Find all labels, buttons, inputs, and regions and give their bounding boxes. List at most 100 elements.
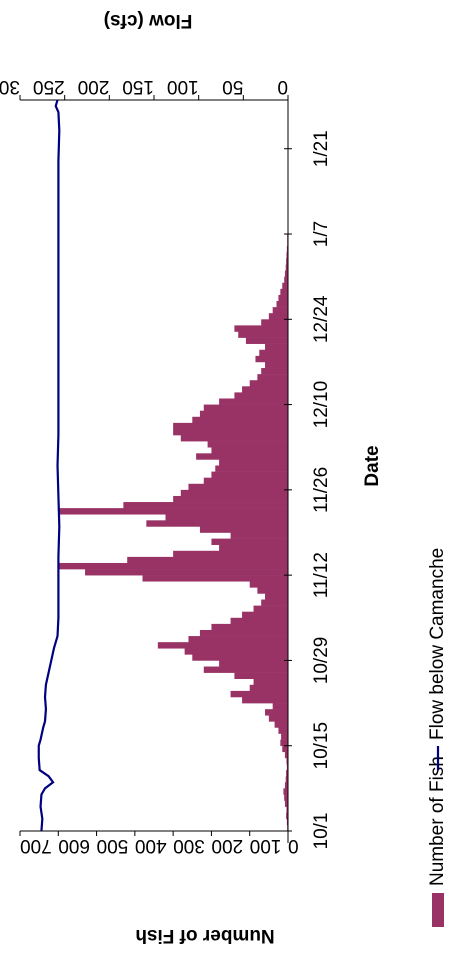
fish-bar — [286, 806, 288, 814]
right-axis-tick-label: 250 — [33, 76, 65, 97]
legend-swatch-fish — [432, 893, 444, 927]
fish-bar — [285, 776, 288, 783]
fish-bar — [211, 447, 288, 454]
fish-bar — [268, 313, 288, 320]
fish-bar — [146, 520, 288, 527]
fish-bar — [219, 459, 288, 466]
flow-line — [37, 99, 61, 832]
fish-bar — [211, 471, 288, 478]
fish-bar — [230, 532, 288, 539]
right-axis-title: Flow (cfs) — [104, 10, 193, 31]
fish-bar — [157, 642, 288, 649]
date-tick-label: 12/24 — [311, 295, 332, 343]
fish-bar — [196, 453, 288, 460]
fish-bar — [58, 508, 288, 515]
fish-bar — [249, 380, 288, 387]
fish-bar — [265, 593, 288, 600]
fish-bar — [211, 623, 288, 631]
fish-bar — [249, 581, 288, 588]
right-axis-tick-label: 50 — [222, 76, 243, 97]
left-axis-tick-label: 400 — [135, 835, 167, 856]
right-axis-tick-label: 300 — [0, 76, 20, 97]
fish-bar — [284, 270, 288, 277]
fish-bar — [286, 812, 288, 820]
fish-bar — [253, 678, 288, 686]
right-axis-tick-label: 0 — [277, 76, 288, 97]
fish-bar — [173, 422, 288, 430]
fish-bar — [282, 282, 288, 290]
right-axis-tick-label: 200 — [78, 76, 110, 97]
left-axis-title: Number of Fish — [135, 925, 274, 946]
date-tick-label: 11/26 — [311, 467, 332, 513]
fish-bar — [286, 763, 288, 771]
fish-bar — [142, 575, 288, 582]
fish-bar — [188, 636, 288, 643]
fish-bar — [173, 428, 288, 436]
fish-bar — [261, 368, 288, 375]
right-axis-tick-label: 150 — [122, 76, 154, 97]
fish-bar — [261, 319, 288, 326]
fish-bar — [261, 599, 288, 606]
fish-bar — [284, 794, 288, 801]
fish-bar — [281, 733, 288, 740]
fish-bar — [123, 502, 289, 509]
fish-bar — [284, 800, 288, 807]
fish-bar — [230, 690, 288, 698]
fish-bar — [242, 611, 288, 619]
fish-bar — [203, 666, 288, 673]
fish-bar — [257, 587, 288, 594]
fish-bar — [286, 246, 288, 253]
date-tick-label: 1/21 — [311, 130, 332, 167]
fish-bar — [207, 441, 288, 448]
fish-bar — [286, 770, 288, 777]
left-axis-tick-label: 0 — [288, 835, 299, 856]
fish-bar — [219, 660, 288, 667]
fish-bar — [282, 745, 288, 753]
fish-bar — [127, 556, 288, 564]
fish-bar — [286, 818, 288, 826]
left-axis-tick-label: 600 — [58, 835, 90, 856]
fish-bar — [192, 416, 288, 424]
fish-bar — [234, 392, 288, 399]
fish-bar — [245, 337, 288, 344]
fish-bar — [180, 435, 288, 442]
right-axis-tick-label: 100 — [167, 76, 199, 97]
fish-bar — [188, 483, 288, 491]
fish-bar — [230, 617, 288, 625]
left-axis-tick-label: 300 — [173, 835, 205, 856]
fish-bar — [242, 696, 288, 704]
fish-bar — [272, 307, 288, 314]
date-tick-label: 10/29 — [311, 637, 332, 685]
date-tick-label: 1/7 — [311, 221, 332, 247]
fish-bar — [173, 550, 288, 558]
fish-bar — [284, 276, 288, 284]
fish-bar — [253, 605, 288, 612]
fish-bar — [85, 569, 288, 576]
legend-label-fish: Number of Fish — [427, 756, 448, 886]
fish-bar — [280, 288, 288, 296]
fish-bar — [211, 538, 288, 545]
fish-bar — [276, 301, 288, 308]
fish-bar — [180, 489, 288, 497]
plot-area: 0 100 200 300 400 500 600 700 Number of Fish 0 50 1… — [0, 10, 448, 946]
fish-bar — [286, 757, 288, 765]
fish-bar — [242, 386, 288, 393]
fish-bar — [283, 788, 288, 795]
fish-bar — [199, 526, 288, 533]
fish-bar — [274, 721, 288, 728]
fish-bar — [184, 648, 288, 655]
date-tick-label: 10/1 — [311, 813, 332, 850]
fish-bar — [203, 404, 288, 411]
fish-bar — [284, 751, 288, 759]
fish-bar — [219, 398, 288, 405]
fish-bar — [215, 465, 288, 472]
fish-bar — [234, 325, 288, 332]
fish-bar — [278, 727, 288, 734]
fish-bar — [259, 349, 288, 357]
fish-bar — [203, 477, 288, 485]
legend-label-flow: Flow below Camanche — [427, 548, 448, 740]
left-axis-tick-label: 500 — [97, 835, 129, 856]
fish-bar — [238, 331, 288, 338]
